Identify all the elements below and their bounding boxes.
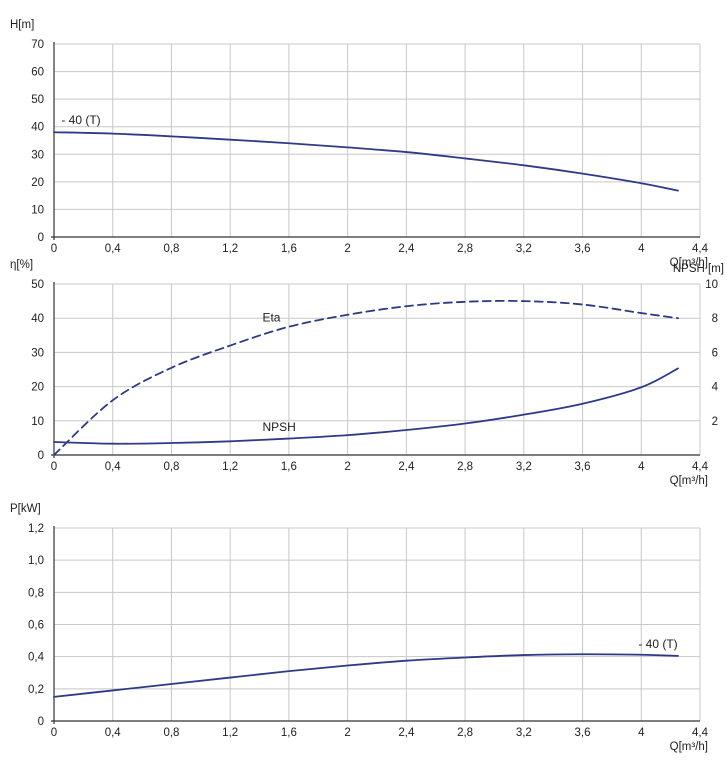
- x-tick-label: 0: [51, 461, 57, 473]
- x-tick-label: 2,8: [457, 727, 473, 739]
- x-tick-label: 2,4: [398, 727, 415, 739]
- y-tick-label: 0,8: [28, 587, 44, 599]
- x-tick-label: 0,8: [163, 243, 179, 255]
- y-tick-label: 0: [38, 450, 44, 462]
- x-axis-label: Q[m³/h]: [670, 741, 708, 753]
- x-tick-label: 3,6: [575, 727, 591, 739]
- curve-annotation: - 40 (T): [61, 113, 100, 127]
- x-tick-label: 2,4: [398, 461, 415, 473]
- y-tick-label: 1,2: [28, 523, 44, 535]
- x-tick-label: 0,8: [163, 727, 179, 739]
- x-tick-label: 0,8: [163, 461, 179, 473]
- x-tick-label: 3,6: [575, 461, 591, 473]
- y-tick-label: 0: [38, 716, 44, 728]
- x-tick-label: 3,6: [575, 243, 591, 255]
- curve-annotation: NPSH: [262, 420, 295, 434]
- y2-tick-label: 2: [712, 416, 718, 428]
- x-tick-label: 3,2: [516, 461, 532, 473]
- curve-annotation: - 40 (T): [638, 637, 677, 651]
- x-tick-label: 1,2: [222, 461, 238, 473]
- series-line-npsh: [53, 367, 679, 445]
- y-tick-label: 50: [31, 94, 44, 106]
- x-tick-label: 4,4: [692, 243, 709, 255]
- y-axis-label: H[m]: [10, 19, 34, 31]
- y-tick-label: 10: [31, 204, 44, 216]
- x-tick-label: 1,2: [222, 727, 238, 739]
- x-tick-label: 0: [51, 243, 57, 255]
- x-tick-label: 2,4: [398, 243, 415, 255]
- x-tick-label: 4: [638, 461, 645, 473]
- y-tick-label: 0,2: [28, 684, 44, 696]
- y-tick-label: 10: [31, 416, 44, 428]
- x-tick-label: 1,6: [281, 243, 297, 255]
- x-tick-label: 2: [344, 243, 350, 255]
- x-tick-label: 0,4: [105, 243, 122, 255]
- x-tick-label: 2: [344, 727, 350, 739]
- x-tick-label: 0,4: [105, 461, 122, 473]
- y-tick-label: 60: [31, 67, 44, 79]
- chart-2: 0 0,4 0,8 1,2 1,6 2 2,4 2,8 3,2 3,6 4 4,4 0 10 20 30 40 5…: [10, 259, 724, 487]
- series-line-40-t-: [53, 653, 679, 698]
- y-tick-label: 70: [31, 39, 44, 51]
- y-tick-label: 20: [31, 382, 44, 394]
- y-tick-label: 40: [31, 313, 44, 325]
- x-axis-label: Q[m³/h]: [670, 257, 708, 269]
- x-tick-label: 2: [344, 461, 350, 473]
- curve-annotation: Eta: [262, 311, 280, 325]
- y2-tick-label: 10: [705, 279, 718, 291]
- x-tick-label: 3,2: [516, 243, 532, 255]
- x-tick-label: 1,2: [222, 243, 238, 255]
- series-line-40-t-: [53, 131, 679, 192]
- chart-1: 0 0,4 0,8 1,2 1,6 2 2,4 2,8 3,2 3,6 4 4,4 0 10 20 30 40 5…: [10, 19, 709, 269]
- y-tick-label: 0,4: [28, 652, 45, 664]
- x-tick-label: 3,2: [516, 727, 532, 739]
- y-tick-label: 30: [31, 149, 44, 161]
- x-tick-label: 1,6: [281, 727, 297, 739]
- y-tick-label: 0: [38, 232, 44, 244]
- x-tick-label: 4,4: [692, 727, 709, 739]
- x-tick-label: 4,4: [692, 461, 709, 473]
- y-tick-label: 0,6: [28, 620, 44, 632]
- x-tick-label: 2,8: [457, 243, 473, 255]
- y-tick-label: 50: [31, 279, 44, 291]
- y-tick-label: 20: [31, 177, 44, 189]
- x-tick-label: 0: [51, 727, 57, 739]
- x-tick-label: 2,8: [457, 461, 473, 473]
- y2-axis-label: NPSH [m]: [673, 263, 724, 275]
- y-tick-label: 1,0: [28, 555, 44, 567]
- x-tick-label: 4: [638, 727, 645, 739]
- x-tick-label: 1,6: [281, 461, 297, 473]
- y-axis-label: η[%]: [10, 259, 33, 271]
- y2-tick-label: 8: [712, 313, 718, 325]
- y-axis-label: P[kW]: [10, 503, 41, 515]
- y-tick-label: 40: [31, 122, 44, 134]
- chart-3: 0 0,4 0,8 1,2 1,6 2 2,4 2,8 3,2 3,6 4 4,4 0 0,2 0,4 0,6…: [10, 503, 709, 753]
- y-tick-label: 30: [31, 347, 44, 359]
- y2-tick-label: 6: [712, 347, 718, 359]
- x-axis-label: Q[m³/h]: [670, 475, 708, 487]
- y2-tick-label: 4: [712, 382, 719, 394]
- x-tick-label: 0,4: [105, 727, 122, 739]
- x-tick-label: 4: [638, 243, 645, 255]
- series-line-eta: [53, 299, 679, 456]
